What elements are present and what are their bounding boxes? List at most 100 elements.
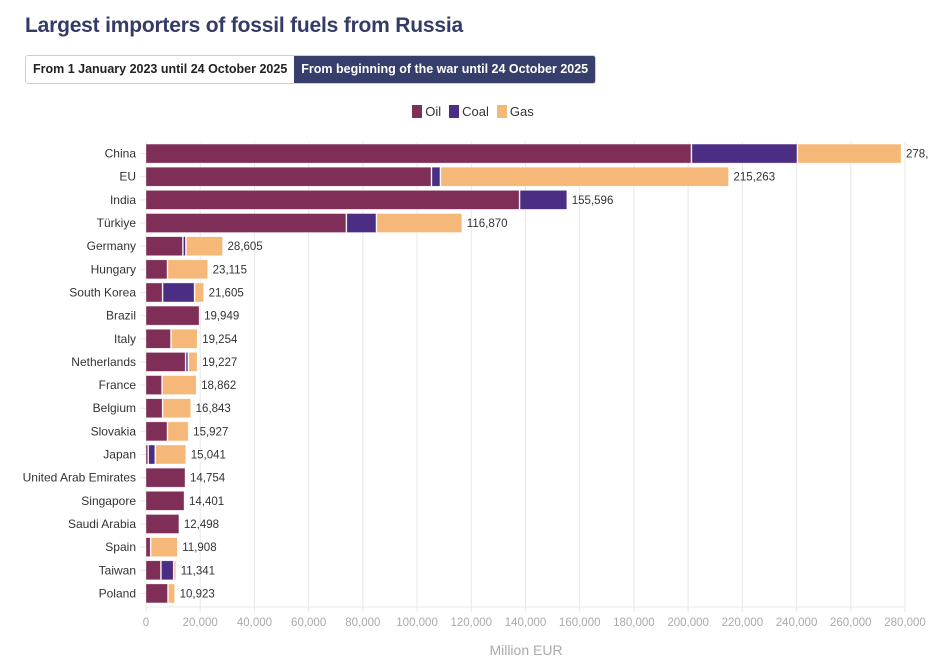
legend-swatch-gas (496, 105, 507, 118)
total-value-label: 155,596 (572, 195, 614, 207)
bars (145, 143, 902, 604)
total-value-label: 11,908 (182, 542, 216, 554)
x-tick-label: 0 (143, 617, 149, 629)
gridlines (145, 142, 906, 612)
bar-segment-gas[interactable] (155, 444, 187, 465)
x-tick-label: 240,000 (776, 617, 818, 629)
category-label: Türkiye (97, 216, 137, 230)
bar-segment-oil[interactable] (145, 143, 692, 164)
bar-segment-gas[interactable] (173, 560, 177, 581)
bar-segment-oil[interactable] (145, 328, 171, 349)
total-value-label: 14,401 (189, 496, 224, 508)
category-label: Germany (87, 239, 136, 253)
bar-segment-gas[interactable] (376, 213, 463, 233)
category-label: United Arab Emirates (23, 471, 136, 485)
bar-segment-gas[interactable] (167, 421, 189, 442)
category-label: Poland (99, 586, 136, 600)
category-label: France (99, 378, 137, 392)
x-tick-label: 20,000 (183, 617, 218, 629)
category-label: Spain (105, 540, 136, 554)
total-value-label: 28,605 (228, 241, 263, 253)
total-value-label: 12,498 (184, 519, 219, 531)
bar-segment-oil[interactable] (145, 491, 185, 511)
chart-title: Largest importers of fossil fuels from R… (25, 14, 463, 37)
total-value-label: 15,927 (193, 426, 228, 438)
x-axis-title: Million EUR (489, 642, 562, 658)
bar-segment-oil[interactable] (145, 190, 520, 210)
category-label: Hungary (91, 262, 136, 276)
bar-segment-coal[interactable] (162, 282, 195, 303)
bar-segment-gas[interactable] (188, 352, 198, 372)
bar-segment-oil[interactable] (145, 236, 183, 256)
total-value-label: 278, (906, 149, 928, 161)
x-tick-label: 120,000 (450, 617, 492, 629)
bar-segment-oil[interactable] (145, 305, 200, 326)
bar-segment-coal[interactable] (185, 352, 189, 372)
toggle-since-2023-button[interactable]: From 1 January 2023 until 24 October 202… (26, 56, 295, 83)
bar-segment-oil[interactable] (145, 352, 186, 372)
total-labels: 278, 215,263 155,596 116,870 28,605 23,115 21,… (180, 149, 929, 601)
bar-segment-oil[interactable] (145, 467, 186, 488)
bar-segment-oil[interactable] (145, 583, 168, 604)
bar-segment-coal[interactable] (519, 190, 568, 210)
bar-segment-gas[interactable] (162, 398, 191, 419)
bar-segment-oil[interactable] (145, 560, 161, 581)
total-value-label: 15,041 (191, 450, 226, 462)
bar-segment-oil[interactable] (145, 444, 149, 465)
bar-segment-gas[interactable] (186, 236, 223, 256)
bar-segment-coal[interactable] (161, 560, 174, 581)
bar-segment-coal[interactable] (346, 213, 377, 233)
period-toggle: From 1 January 2023 until 24 October 202… (25, 55, 597, 84)
bar-segment-coal[interactable] (183, 236, 186, 256)
legend-item-gas[interactable]: Gas (496, 104, 534, 119)
bar-segment-gas[interactable] (167, 259, 208, 280)
category-label: Singapore (81, 494, 136, 508)
total-value-label: 23,115 (213, 264, 247, 276)
bar-segment-oil[interactable] (145, 398, 163, 419)
total-value-label: 19,949 (204, 311, 239, 323)
total-value-label: 215,263 (734, 172, 776, 184)
bar-segment-gas[interactable] (797, 143, 902, 164)
total-value-label: 21,605 (209, 287, 244, 299)
bar-segment-gas[interactable] (194, 282, 204, 303)
bar-segment-oil[interactable] (145, 537, 151, 557)
bar-segment-oil[interactable] (145, 375, 162, 395)
toggle-since-war-button[interactable]: From beginning of the war until 24 Octob… (294, 56, 596, 83)
bar-segment-oil[interactable] (145, 213, 347, 233)
legend-item-oil[interactable]: Oil (412, 104, 441, 119)
total-value-label: 116,870 (467, 218, 508, 230)
legend-label-gas: Gas (509, 104, 534, 119)
category-label: Brazil (106, 309, 136, 323)
total-value-label: 16,843 (196, 403, 231, 415)
category-label: Italy (114, 332, 136, 346)
legend-item-coal[interactable]: Coal (449, 104, 489, 119)
bar-segment-coal[interactable] (431, 166, 441, 187)
bar-segment-oil[interactable] (145, 421, 168, 442)
bar-segment-oil[interactable] (145, 259, 168, 280)
bar-segment-gas[interactable] (171, 328, 198, 349)
category-label: Japan (103, 448, 136, 462)
category-labels: China EU India Türkiye Germany Hungary South K… (23, 147, 146, 600)
bar-segment-gas[interactable] (150, 537, 178, 557)
x-tick-label: 140,000 (505, 617, 547, 629)
bar-segment-gas[interactable] (440, 166, 729, 187)
total-value-label: 19,227 (202, 357, 237, 369)
category-label: Belgium (93, 401, 136, 415)
bar-segment-coal[interactable] (691, 143, 798, 164)
bar-segment-coal[interactable] (148, 444, 156, 465)
bar-segment-gas[interactable] (162, 375, 197, 395)
category-label: Saudi Arabia (68, 517, 136, 531)
bar-segment-oil[interactable] (145, 166, 432, 187)
x-tick-label: 220,000 (722, 617, 764, 629)
bar-segment-oil[interactable] (145, 514, 180, 534)
bar-segment-gas[interactable] (168, 583, 175, 604)
category-label: India (110, 193, 136, 207)
bar-segment-oil[interactable] (145, 282, 163, 303)
legend: Oil Coal Gas (0, 104, 946, 119)
x-tick-label: 160,000 (559, 617, 601, 629)
x-tick-label: 40,000 (237, 617, 272, 629)
x-tick-label: 280,000 (884, 617, 926, 629)
legend-swatch-oil (412, 105, 423, 118)
total-value-label: 11,341 (181, 565, 215, 577)
category-label: China (105, 147, 137, 161)
